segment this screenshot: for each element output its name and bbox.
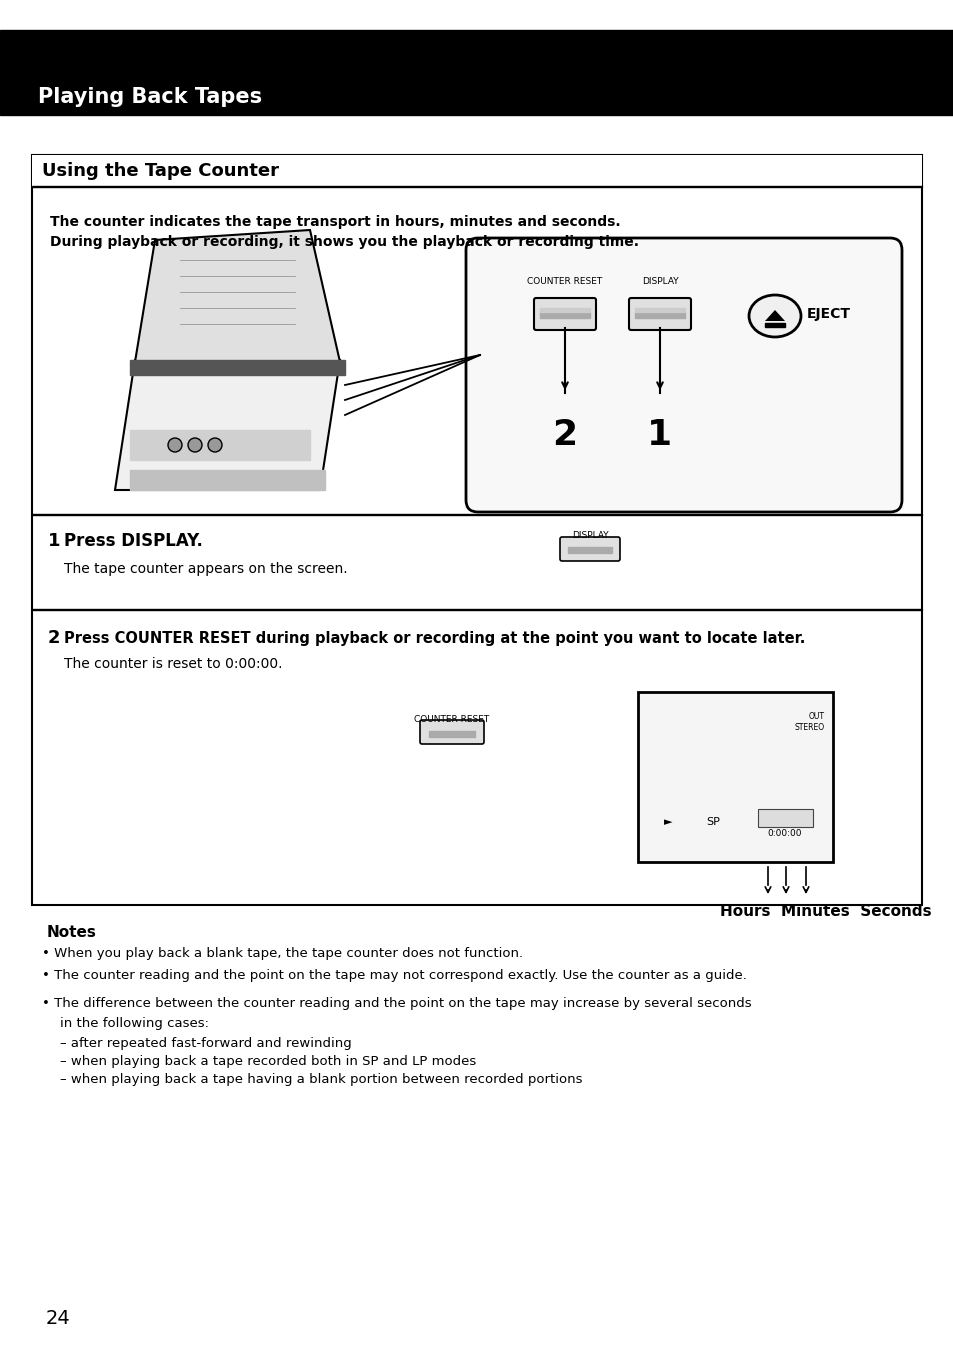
Bar <box>32 185 921 187</box>
Text: Using the Tape Counter: Using the Tape Counter <box>42 162 278 180</box>
Text: 0:00:00: 0:00:00 <box>767 830 801 838</box>
Text: OUT
STEREO: OUT STEREO <box>794 712 824 733</box>
Circle shape <box>168 437 182 452</box>
FancyBboxPatch shape <box>628 298 690 330</box>
Text: 2: 2 <box>48 630 60 647</box>
Bar <box>0 0 953 30</box>
Ellipse shape <box>748 295 801 337</box>
Circle shape <box>208 437 222 452</box>
Bar <box>0 30 953 115</box>
FancyBboxPatch shape <box>559 538 619 561</box>
Text: EJECT: EJECT <box>806 307 850 321</box>
Text: • The difference between the counter reading and the point on the tape may incre: • The difference between the counter rea… <box>42 997 751 1010</box>
Text: During playback or recording, it shows you the playback or recording time.: During playback or recording, it shows y… <box>50 236 639 249</box>
Text: in the following cases:: in the following cases: <box>60 1017 209 1030</box>
Bar <box>758 808 812 827</box>
Text: The tape counter appears on the screen.: The tape counter appears on the screen. <box>64 562 347 575</box>
Bar <box>130 360 345 375</box>
Bar <box>32 513 921 515</box>
Bar <box>764 324 784 328</box>
Text: – when playing back a tape recorded both in SP and LP modes: – when playing back a tape recorded both… <box>60 1055 476 1068</box>
Text: COUNTER RESET: COUNTER RESET <box>527 278 602 287</box>
Text: Playing Back Tapes: Playing Back Tapes <box>38 87 262 107</box>
Bar <box>635 307 684 311</box>
Bar <box>32 154 921 904</box>
Bar <box>130 470 325 490</box>
Bar <box>32 154 921 187</box>
Text: – after repeated fast-forward and rewinding: – after repeated fast-forward and rewind… <box>60 1037 352 1049</box>
Text: Notes: Notes <box>47 925 97 940</box>
Text: 1: 1 <box>48 532 60 550</box>
Text: • When you play back a blank tape, the tape counter does not function.: • When you play back a blank tape, the t… <box>42 946 522 960</box>
Text: DISPLAY: DISPLAY <box>571 531 608 539</box>
Text: COUNTER RESET: COUNTER RESET <box>414 715 489 724</box>
Polygon shape <box>115 360 339 490</box>
Bar <box>638 692 832 862</box>
Text: – when playing back a tape having a blank portion between recorded portions: – when playing back a tape having a blan… <box>60 1072 582 1086</box>
FancyBboxPatch shape <box>419 720 483 743</box>
Text: DISPLAY: DISPLAY <box>641 278 678 287</box>
Bar <box>32 608 921 611</box>
Text: The counter is reset to 0:00:00.: The counter is reset to 0:00:00. <box>64 657 282 672</box>
Text: • The counter reading and the point on the tape may not correspond exactly. Use : • The counter reading and the point on t… <box>42 969 746 982</box>
Text: Hours  Minutes  Seconds: Hours Minutes Seconds <box>720 904 931 919</box>
Polygon shape <box>764 310 784 321</box>
Text: ►: ► <box>663 816 672 827</box>
Text: Press COUNTER RESET during playback or recording at the point you want to locate: Press COUNTER RESET during playback or r… <box>64 631 804 646</box>
Text: Press DISPLAY.: Press DISPLAY. <box>64 532 203 550</box>
Text: SP: SP <box>705 816 720 827</box>
FancyBboxPatch shape <box>465 238 901 512</box>
FancyBboxPatch shape <box>534 298 596 330</box>
Bar <box>429 731 475 737</box>
Bar <box>539 311 589 318</box>
Bar <box>635 311 684 318</box>
Text: The counter indicates the tape transport in hours, minutes and seconds.: The counter indicates the tape transport… <box>50 215 620 229</box>
Text: 1: 1 <box>647 418 672 452</box>
Bar <box>567 547 612 552</box>
Bar <box>539 307 589 311</box>
Circle shape <box>188 437 202 452</box>
Text: 24: 24 <box>46 1308 71 1327</box>
Polygon shape <box>135 230 339 362</box>
Text: 2: 2 <box>552 418 577 452</box>
Bar <box>130 431 310 460</box>
